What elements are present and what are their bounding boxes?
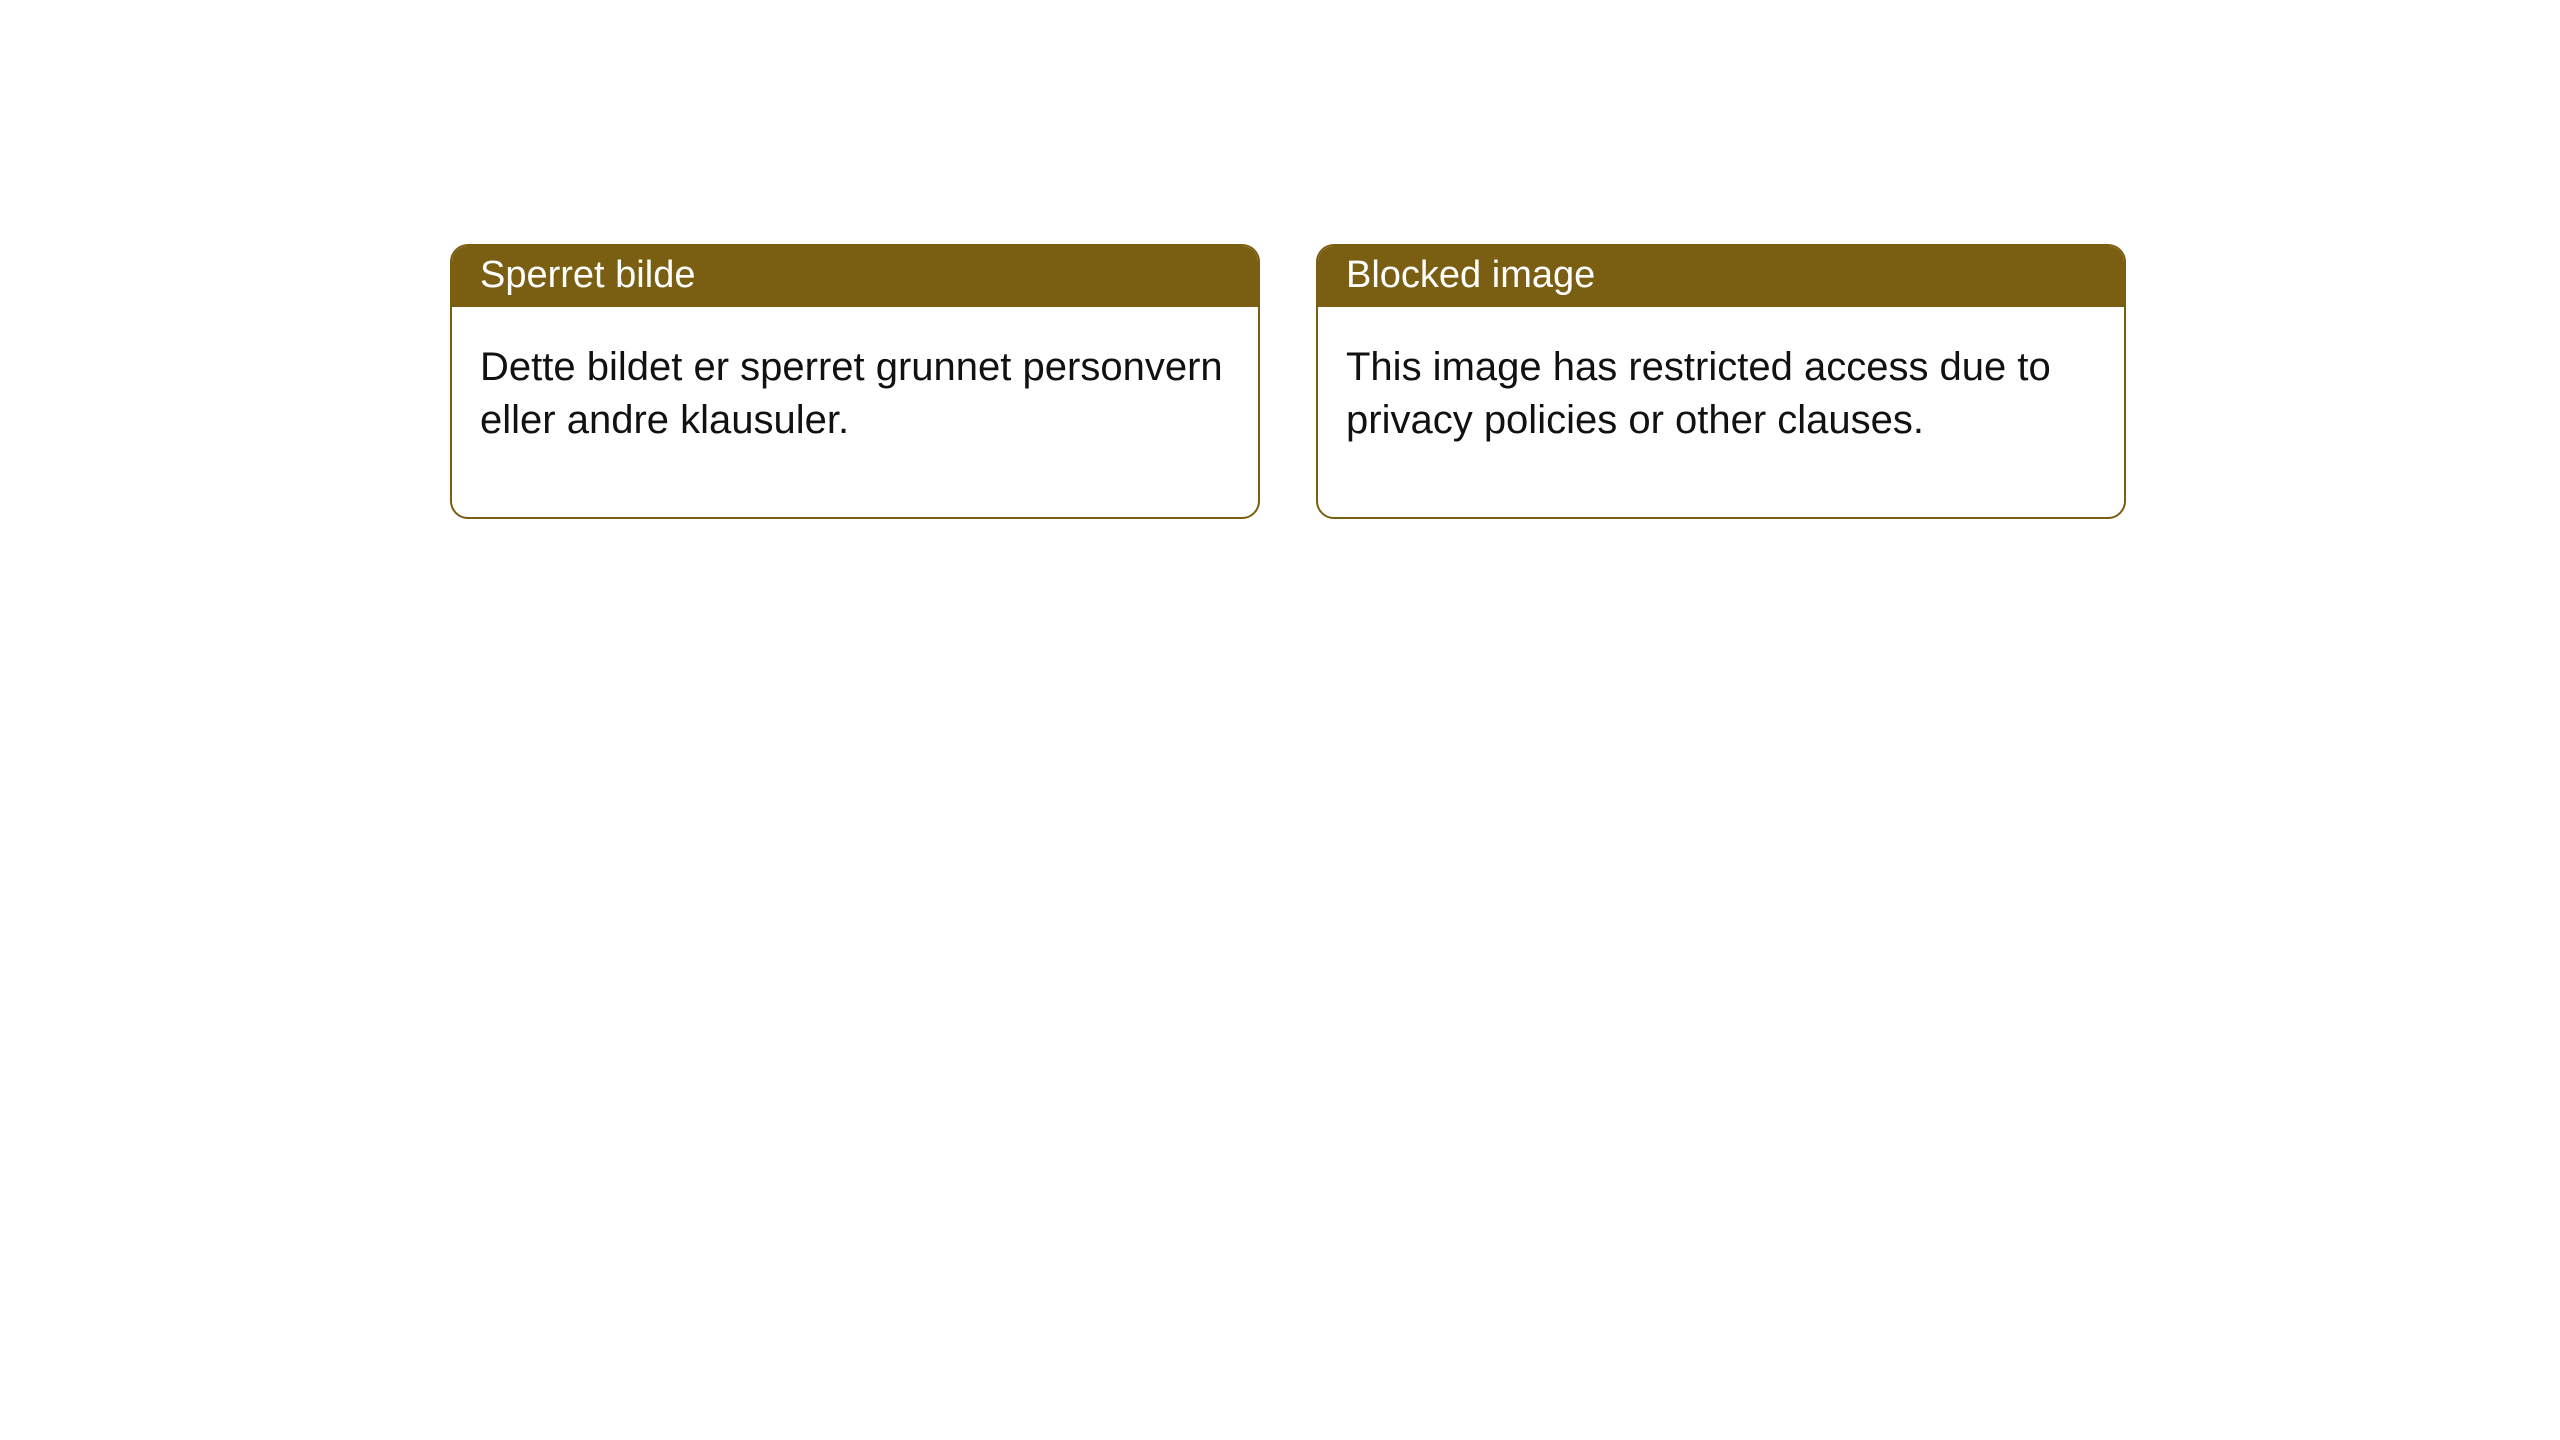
notice-text: Dette bildet er sperret grunnet personve… — [480, 345, 1223, 442]
notice-header: Blocked image — [1318, 246, 2124, 307]
notice-title: Blocked image — [1346, 254, 1595, 296]
notice-card-english: Blocked image This image has restricted … — [1316, 244, 2126, 519]
notice-text: This image has restricted access due to … — [1346, 345, 2051, 442]
notice-body: This image has restricted access due to … — [1318, 307, 2124, 517]
notice-title: Sperret bilde — [480, 254, 695, 296]
notice-container: Sperret bilde Dette bildet er sperret gr… — [0, 0, 2560, 519]
notice-card-norwegian: Sperret bilde Dette bildet er sperret gr… — [450, 244, 1260, 519]
notice-header: Sperret bilde — [452, 246, 1258, 307]
notice-body: Dette bildet er sperret grunnet personve… — [452, 307, 1258, 517]
